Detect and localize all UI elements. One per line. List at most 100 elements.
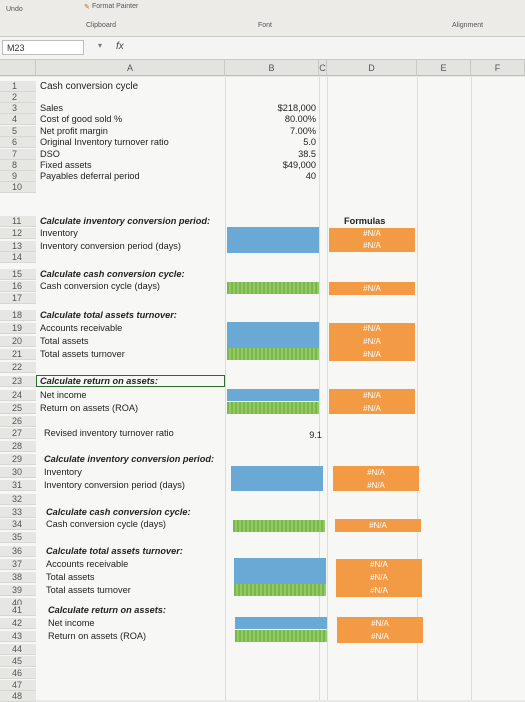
row-label: Total assets turnover [40,349,125,359]
input-cell-blue[interactable] [227,322,319,348]
row-header-5[interactable]: 5 [0,126,36,138]
column-header-f[interactable]: F [471,60,525,76]
row-header-36[interactable]: 36 [0,546,36,558]
row-header-4[interactable]: 4 [0,114,36,126]
formula-cell-orange[interactable] [329,282,415,295]
row-header-11[interactable]: 11 [0,216,36,228]
row-header-47[interactable]: 47 [0,680,36,692]
formula-cell-orange[interactable] [329,323,415,361]
row-label: Total assets [46,572,95,582]
name-box[interactable]: M23 [2,40,84,55]
input-cell-blue[interactable] [231,466,323,491]
input-cell-green[interactable] [234,584,326,596]
column-header-a[interactable]: A [36,60,225,76]
row-header-17[interactable]: 17 [0,293,36,305]
formula-cell-orange[interactable] [336,559,422,597]
input-cell-blue[interactable] [235,617,327,629]
row-header-46[interactable]: 46 [0,668,36,680]
row-header-43[interactable]: 43 [0,631,36,643]
column-header-b[interactable]: B [225,60,319,76]
row-header-8[interactable]: 8 [0,160,36,172]
row-header-9[interactable]: 9 [0,171,36,183]
na-value: #N/A [370,586,388,595]
row-header-12[interactable]: 12 [0,228,36,240]
formula-cell-orange[interactable] [333,466,419,491]
row-header-24[interactable]: 24 [0,390,36,402]
row-header-19[interactable]: 19 [0,323,36,335]
row-header-25[interactable]: 25 [0,403,36,415]
undo-label[interactable]: Undo [6,6,23,13]
input-cell-green[interactable] [227,402,319,414]
format-painter-icon[interactable]: ✎ [84,4,90,11]
column-header-d[interactable]: D [327,60,417,76]
input-cell-blue[interactable] [234,558,326,584]
row-header-45[interactable]: 45 [0,656,36,668]
row-header-16[interactable]: 16 [0,281,36,293]
na-value: #N/A [363,391,381,400]
column-divider [327,77,328,700]
clipboard-group-label: Clipboard [86,22,116,29]
row-header-26[interactable]: 26 [0,416,36,428]
row-header-15[interactable]: 15 [0,269,36,281]
na-value: #N/A [371,619,389,628]
alignment-group-label: Alignment [452,22,484,29]
row-header-42[interactable]: 42 [0,618,36,630]
row-label: Inventory [40,228,78,238]
row-header-10[interactable]: 10 [0,182,36,194]
column-header-e[interactable]: E [417,60,471,76]
input-cell-green[interactable] [233,520,325,532]
chevron-down-icon[interactable]: ▾ [98,41,103,50]
input-cell-green[interactable] [235,630,327,642]
input-label: Net profit margin [40,126,108,136]
row-header-20[interactable]: 20 [0,336,36,348]
row-header-32[interactable]: 32 [0,494,36,506]
fx-icon[interactable]: fx [116,41,124,52]
row-header-6[interactable]: 6 [0,137,36,149]
row-header-23[interactable]: 23 [0,376,36,388]
section-heading: Calculate return on assets: [40,376,158,386]
row-header-48[interactable]: 48 [0,691,36,702]
row-header-7[interactable]: 7 [0,149,36,161]
formula-cell-orange[interactable] [337,617,423,643]
row-header-22[interactable]: 22 [0,362,36,374]
column-divider [417,77,418,700]
row-header-37[interactable]: 37 [0,559,36,571]
input-value: 5.0 [303,137,316,147]
row-header-18[interactable]: 18 [0,310,36,322]
row-header-29[interactable]: 29 [0,454,36,466]
ribbon: Undo ✎ Format Painter Clipboard Font Ali… [0,0,525,37]
row-header-21[interactable]: 21 [0,349,36,361]
row-header-44[interactable]: 44 [0,644,36,656]
input-cell-blue[interactable] [227,389,319,401]
selected-cell[interactable] [36,375,225,387]
formula-cell-orange[interactable] [335,519,421,532]
select-all-corner[interactable] [0,60,36,76]
section-heading: Calculate total assets turnover: [40,310,177,320]
row-header-35[interactable]: 35 [0,532,36,544]
format-painter-button[interactable]: Format Painter [92,3,139,10]
row-header-30[interactable]: 30 [0,467,36,479]
input-cell-blue[interactable] [227,227,319,253]
font-group-label: Font [258,22,273,29]
row-header-1[interactable]: 1 [0,81,36,93]
row-header-33[interactable]: 33 [0,507,36,519]
row-header-38[interactable]: 38 [0,572,36,584]
row-header-14[interactable]: 14 [0,252,36,264]
spreadsheet-grid[interactable] [0,77,525,700]
row-header-13[interactable]: 13 [0,241,36,253]
row-header-27[interactable]: 27 [0,428,36,440]
formula-cell-orange[interactable] [329,389,415,414]
row-header-34[interactable]: 34 [0,519,36,531]
formula-cell-orange[interactable] [329,228,415,252]
row-header-3[interactable]: 3 [0,103,36,115]
row-header-2[interactable]: 2 [0,92,36,104]
row-header-31[interactable]: 31 [0,480,36,492]
input-value: 80.00% [284,114,316,124]
input-cell-green[interactable] [227,348,319,360]
input-cell-green[interactable] [227,282,319,294]
column-header-c[interactable]: C [319,60,327,76]
row-header-28[interactable]: 28 [0,441,36,453]
row-header-41[interactable]: 41 [0,605,36,617]
na-value: #N/A [363,284,381,293]
row-header-39[interactable]: 39 [0,585,36,597]
